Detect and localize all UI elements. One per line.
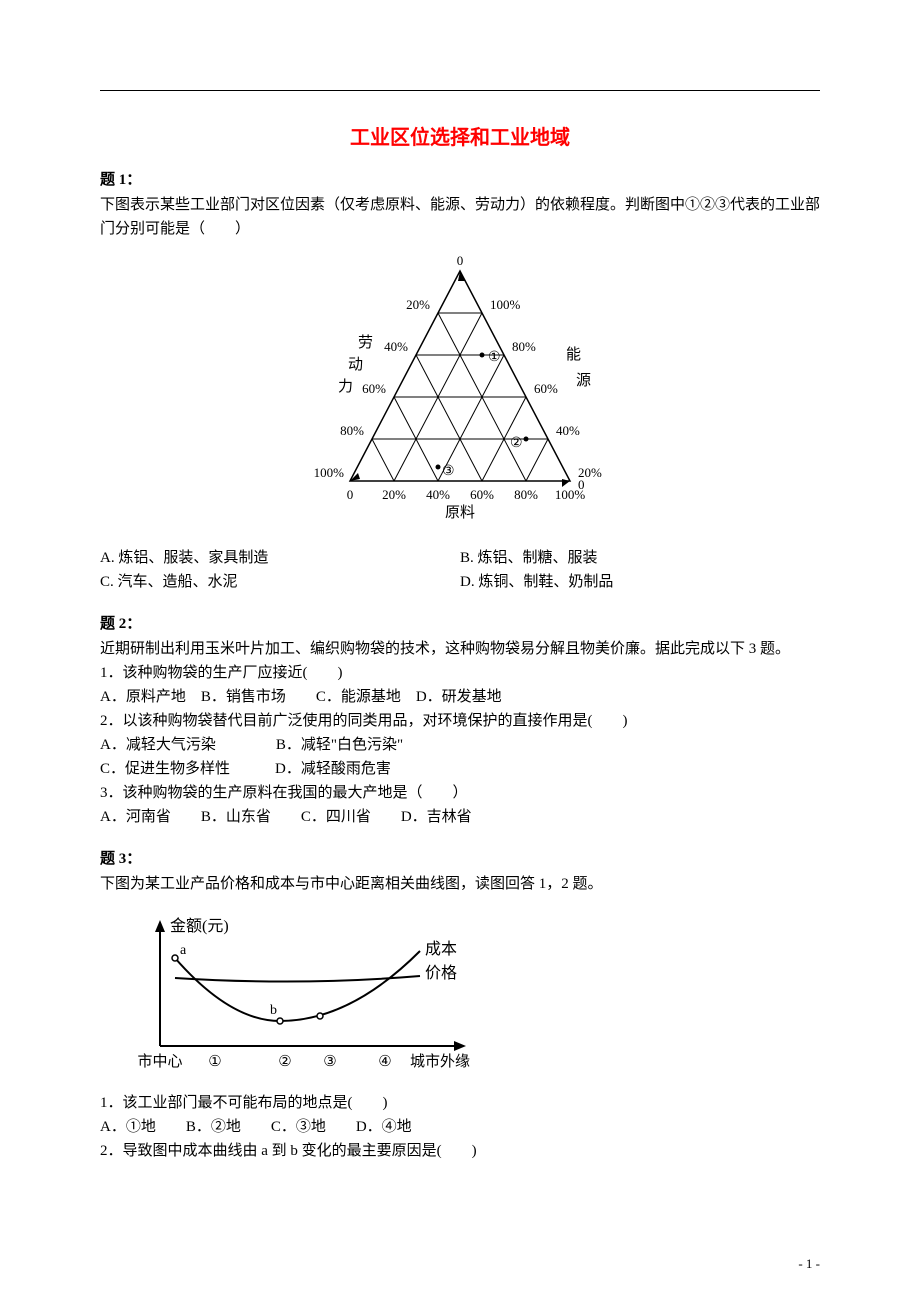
pt-3: ③ (442, 464, 455, 479)
page: 工业区位选择和工业地域 题 1： 下图表示某些工业部门对区位因素（仅考虑原料、能… (0, 0, 920, 1302)
q1-opt-b: B. 炼铝、制糖、服装 (460, 546, 820, 570)
tick-b-0l: 0 (347, 487, 354, 502)
tick-b-20: 20% (382, 487, 406, 502)
tick-b-60: 60% (470, 487, 494, 502)
xt-0: 市中心 (137, 1053, 182, 1070)
q3-sub2: 2．导致图中成本曲线由 a 到 b 变化的最主要原因是( ) (100, 1139, 820, 1163)
xt-1: ① (208, 1054, 221, 1070)
series-price: 价格 (425, 964, 457, 982)
series-cost: 成本 (425, 940, 457, 958)
tick-l-80: 80% (340, 423, 364, 438)
xt-4: ④ (378, 1054, 391, 1070)
q1-opt-c: C. 汽车、造船、水泥 (100, 570, 460, 594)
tick-r-100: 100% (490, 297, 521, 312)
top-rule (100, 90, 820, 91)
question-2: 题 2： 近期研制出利用玉米叶片加工、编织购物袋的技术，这种购物袋易分解且物美价… (100, 612, 820, 829)
axis-material: 原料 (445, 504, 475, 521)
q1-options-row1: A. 炼铝、服装、家具制造 B. 炼铝、制糖、服装 (100, 546, 820, 570)
tick-r-60: 60% (534, 381, 558, 396)
apex-top: 0 (457, 253, 464, 268)
q1-label: 题 1： (100, 168, 820, 189)
q3-stem: 下图为某工业产品价格和成本与市中心距离相关曲线图，读图回答 1，2 题。 (100, 872, 820, 896)
tick-l-20: 20% (406, 297, 430, 312)
q3-sub1-opts: A．①地 B．②地 C．③地 D．④地 (100, 1115, 820, 1139)
marker-b: b (270, 1003, 277, 1018)
xt-2: ② (278, 1054, 291, 1070)
axis-energy-2: 源 (576, 372, 591, 389)
q2-sub2: 2．以该种购物袋替代目前广泛使用的同类用品，对环境保护的直接作用是( ) (100, 709, 820, 733)
tick-r-80: 80% (512, 339, 536, 354)
apex-right-zero: 0 (578, 477, 585, 492)
page-number: - 1 - (798, 1256, 820, 1272)
q1-opt-a: A. 炼铝、服装、家具制造 (100, 546, 460, 570)
q2-sub3: 3．该种购物袋的生产原料在我国的最大产地是（ ） (100, 781, 820, 805)
doc-title: 工业区位选择和工业地域 (100, 121, 820, 150)
tick-l-40: 40% (384, 339, 408, 354)
y-axis-label: 金额(元) (170, 917, 229, 935)
pt-2: ② (510, 436, 523, 451)
tick-l-100: 100% (314, 465, 345, 480)
q1-options-row2: C. 汽车、造船、水泥 D. 炼铜、制鞋、奶制品 (100, 570, 820, 594)
q3-label: 题 3： (100, 847, 820, 868)
q1-stem: 下图表示某些工业部门对区位因素（仅考虑原料、能源、劳动力）的依赖程度。判断图中①… (100, 193, 820, 241)
q2-label: 题 2： (100, 612, 820, 633)
question-3: 题 3： 下图为某工业产品价格和成本与市中心距离相关曲线图，读图回答 1，2 题… (100, 847, 820, 1163)
q2-sub1-opts: A．原料产地 B．销售市场 C．能源基地 D．研发基地 (100, 685, 820, 709)
question-1: 题 1： 下图表示某些工业部门对区位因素（仅考虑原料、能源、劳动力）的依赖程度。… (100, 168, 820, 594)
axis-labor-1: 劳 (358, 334, 373, 351)
tick-b-80: 80% (514, 487, 538, 502)
q3-sub1: 1．该工业部门最不可能布局的地点是( ) (100, 1091, 820, 1115)
cost-price-chart: 金额(元) a b 成本 价格 市中心 ① ② ③ ④ 城市外缘 (120, 906, 480, 1076)
q2-sub2-optsA: A．减轻大气污染 B．减轻"白色污染" (100, 733, 820, 757)
xt-5: 城市外缘 (410, 1053, 470, 1070)
pt-1: ① (488, 350, 501, 365)
q1-figure: 20% 40% 60% 80% 100% 100% 80% 60% 40% 20… (100, 251, 820, 536)
tick-r-40: 40% (556, 423, 580, 438)
q2-sub1: 1．该种购物袋的生产厂应接近( ) (100, 661, 820, 685)
tick-l-60: 60% (362, 381, 386, 396)
xt-3: ③ (323, 1054, 336, 1070)
q2-sub3-opts: A．河南省 B．山东省 C．四川省 D．吉林省 (100, 805, 820, 829)
q3-figure: 金额(元) a b 成本 价格 市中心 ① ② ③ ④ 城市外缘 (100, 906, 820, 1081)
axis-labor-2: 动 (348, 356, 363, 373)
ternary-diagram: 20% 40% 60% 80% 100% 100% 80% 60% 40% 20… (310, 251, 610, 531)
tick-b-40: 40% (426, 487, 450, 502)
q1-opt-d: D. 炼铜、制鞋、奶制品 (460, 570, 820, 594)
axis-energy-1: 能 (566, 346, 581, 363)
q2-sub2-optsB: C．促进生物多样性 D．减轻酸雨危害 (100, 757, 820, 781)
marker-a: a (180, 943, 187, 958)
axis-labor-3: 力 (338, 378, 353, 395)
q2-stem: 近期研制出利用玉米叶片加工、编织购物袋的技术，这种购物袋易分解且物美价廉。据此完… (100, 637, 820, 661)
